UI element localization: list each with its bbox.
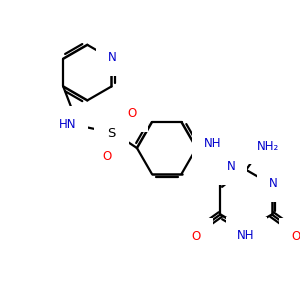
Text: NH₂: NH₂: [257, 140, 279, 152]
Text: S: S: [107, 127, 115, 140]
Text: HN: HN: [59, 118, 76, 131]
Text: N: N: [268, 177, 277, 190]
Text: N: N: [108, 51, 117, 64]
Text: O: O: [103, 150, 112, 164]
Text: N: N: [227, 160, 236, 173]
Text: O: O: [192, 230, 201, 243]
Text: O: O: [291, 230, 300, 243]
Text: NH: NH: [237, 229, 255, 242]
Text: NH: NH: [204, 136, 221, 150]
Text: O: O: [127, 107, 136, 120]
